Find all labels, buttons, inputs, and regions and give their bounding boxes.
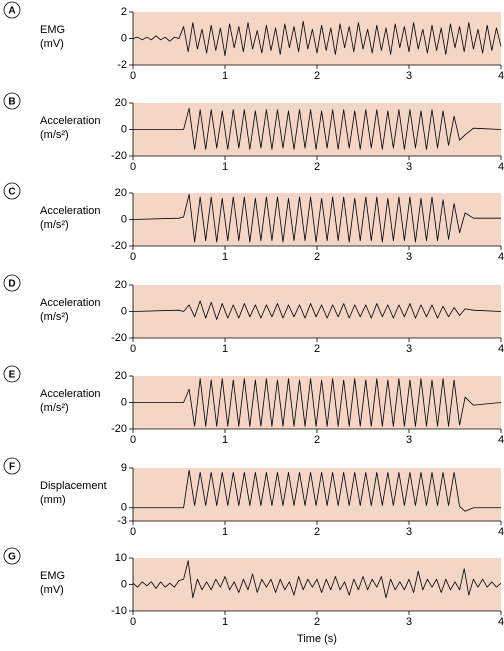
plot-background	[133, 558, 501, 611]
x-tick-label: 1	[222, 343, 228, 355]
y-axis-label: EMG	[40, 570, 65, 582]
signal-line	[133, 107, 502, 150]
x-tick-label: 1	[222, 161, 228, 173]
x-tick-label: 1	[222, 434, 228, 446]
x-tick-label: 0	[130, 161, 136, 173]
y-axis-label: Displacement	[40, 480, 107, 492]
x-tick-label: 1	[222, 526, 228, 538]
plot-background	[133, 285, 501, 338]
y-axis-label: Acceleration	[40, 388, 101, 400]
signal-line	[132, 20, 502, 57]
y-axis-label: EMG	[40, 24, 65, 36]
x-tick-label: 2	[314, 161, 320, 173]
x-tick-label: 3	[406, 251, 412, 263]
y-tick-label: 9	[121, 462, 127, 474]
plot-background	[133, 12, 501, 65]
y-tick-label: 0	[121, 123, 127, 135]
x-tick-label: 0	[130, 251, 136, 263]
y-tick-label: 0	[121, 396, 127, 408]
x-tick-label: 3	[406, 343, 412, 355]
x-tick-label: 4	[498, 161, 504, 173]
y-axis-label: (m/s²)	[40, 402, 69, 414]
y-axis-label: (m/s²)	[40, 219, 69, 231]
x-tick-label: 0	[130, 616, 136, 628]
x-tick-label: 3	[406, 161, 412, 173]
y-tick-label: -20	[111, 150, 127, 162]
x-tick-label: 4	[498, 434, 504, 446]
y-tick-label: -3	[117, 515, 127, 527]
x-tick-label: 3	[406, 526, 412, 538]
panel-letter: E	[9, 370, 16, 381]
x-tick-label: 1	[222, 616, 228, 628]
x-tick-label: 4	[498, 251, 504, 263]
panel-badge	[3, 457, 21, 475]
y-axis-label: Acceleration	[40, 205, 101, 217]
x-tick-label: 2	[314, 343, 320, 355]
panel-letter: G	[8, 552, 16, 563]
panel-letter: D	[8, 279, 15, 290]
x-tick-label: 2	[314, 251, 320, 263]
y-tick-label: 10	[115, 552, 127, 564]
y-tick-label: -20	[111, 332, 127, 344]
x-tick-label: 0	[130, 343, 136, 355]
y-tick-label: 20	[115, 97, 127, 109]
signal-line	[132, 560, 502, 599]
panel-letter: C	[8, 187, 15, 198]
panel-letter: F	[9, 462, 15, 473]
x-axis-label: Time (s)	[297, 633, 337, 645]
x-tick-label: 0	[130, 526, 136, 538]
x-tick-label: 3	[406, 70, 412, 82]
x-tick-label: 3	[406, 616, 412, 628]
y-axis-label: (m/s²)	[40, 311, 69, 323]
y-tick-label: -2	[117, 59, 127, 71]
y-tick-label: 0	[121, 213, 127, 225]
panel-badge	[3, 547, 21, 565]
y-tick-label: -20	[111, 423, 127, 435]
x-tick-label: 0	[130, 434, 136, 446]
panel-letter: A	[8, 6, 15, 17]
panel-letter: B	[8, 97, 15, 108]
x-tick-label: 4	[498, 343, 504, 355]
y-tick-label: 0	[121, 305, 127, 317]
y-tick-label: 0	[121, 502, 127, 514]
x-tick-label: 1	[222, 251, 228, 263]
x-tick-label: 3	[406, 434, 412, 446]
x-tick-label: 2	[314, 434, 320, 446]
x-tick-label: 0	[130, 70, 136, 82]
signal-line	[133, 469, 501, 512]
y-tick-label: 0	[121, 32, 127, 44]
y-axis-label: (mV)	[40, 584, 64, 596]
y-axis-label: (m/s²)	[40, 129, 69, 141]
panel-badge	[3, 365, 21, 383]
signal-line	[133, 378, 502, 427]
y-axis-label: (mm)	[40, 494, 66, 506]
y-tick-label: 20	[115, 187, 127, 199]
panel-badge	[3, 92, 21, 110]
y-tick-label: 0	[121, 578, 127, 590]
panel-badge	[3, 182, 21, 200]
x-tick-label: 1	[222, 70, 228, 82]
y-tick-label: -10	[111, 605, 127, 617]
y-tick-label: -20	[111, 240, 127, 252]
y-tick-label: 20	[115, 370, 127, 382]
x-tick-label: 4	[498, 70, 504, 82]
signal-line	[132, 300, 502, 320]
y-axis-label: Acceleration	[40, 297, 101, 309]
x-tick-label: 2	[314, 70, 320, 82]
y-axis-label: Acceleration	[40, 115, 101, 127]
panel-badge	[3, 274, 21, 292]
x-tick-label: 4	[498, 526, 504, 538]
panel-badge	[3, 1, 21, 19]
y-axis-label: (mV)	[40, 38, 64, 50]
y-tick-label: 20	[115, 279, 127, 291]
x-tick-label: 4	[498, 616, 504, 628]
x-tick-label: 2	[314, 616, 320, 628]
y-tick-label: 2	[121, 6, 127, 18]
x-tick-label: 2	[314, 526, 320, 538]
signal-line	[132, 193, 501, 243]
